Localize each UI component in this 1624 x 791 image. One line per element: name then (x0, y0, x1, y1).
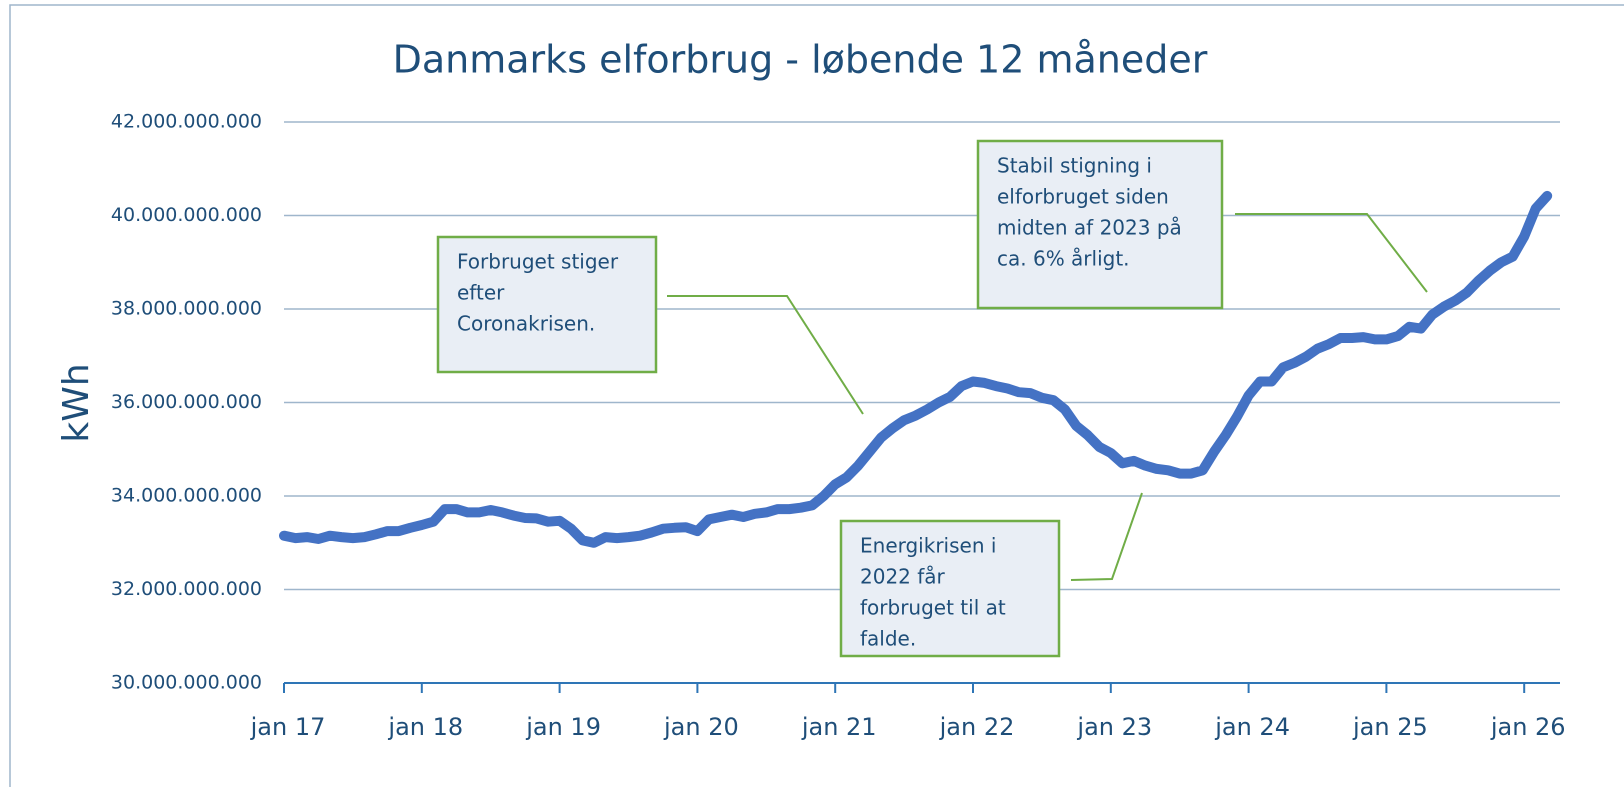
leader-line (1235, 213, 1428, 293)
data-line (279, 190, 1553, 548)
annotation-text: ca. 6% årligt. (997, 247, 1130, 271)
annotation-text: midten af 2023 på (997, 216, 1182, 240)
annotation-box (436, 235, 658, 374)
x-tick-label: jan 23 (1076, 713, 1152, 741)
y-tick-label: 34.000.000.000 (111, 485, 262, 507)
annotation-text: Energikrisen i (860, 534, 996, 558)
y-tick-label: 32.000.000.000 (111, 578, 262, 600)
annotation-text: efter (457, 281, 505, 305)
y-tick-label: 30.000.000.000 (111, 672, 262, 694)
annotation-text: Coronakrisen. (457, 312, 595, 336)
annotation-text: 2022 får (860, 565, 946, 589)
annotation-text: falde. (860, 627, 916, 651)
x-tick-label: jan 18 (387, 713, 463, 741)
x-tick-label: jan 25 (1352, 713, 1428, 741)
annotation-text: Stabil stigning i (997, 154, 1152, 178)
leader-line (1070, 492, 1143, 581)
x-tick-label: jan 21 (801, 713, 877, 741)
x-tick-label: jan 20 (663, 713, 739, 741)
x-tick-label: jan 26 (1490, 713, 1566, 741)
chart-title: Danmarks elforbrug - løbende 12 måneder (393, 38, 1208, 82)
annotation-box (839, 519, 1061, 658)
annotation-text: elforbruget siden (997, 185, 1169, 209)
annotation-text: Forbruget stiger (457, 250, 619, 274)
leader-line (667, 295, 864, 415)
x-tick-label: jan 19 (525, 713, 601, 741)
y-axis-label: kWh (56, 363, 97, 442)
y-tick-label: 40.000.000.000 (111, 204, 262, 226)
frame (9, 4, 1624, 791)
annotation-text: forbruget til at (860, 596, 1006, 620)
y-tick-label: 42.000.000.000 (111, 111, 262, 133)
x-tick-label: jan 22 (939, 713, 1015, 741)
y-tick-label: 36.000.000.000 (111, 391, 262, 413)
x-tick-label: jan 24 (1214, 713, 1290, 741)
x-tick-label: jan 17 (250, 713, 326, 741)
y-tick-label: 38.000.000.000 (111, 298, 262, 320)
annotation-box (976, 139, 1224, 310)
